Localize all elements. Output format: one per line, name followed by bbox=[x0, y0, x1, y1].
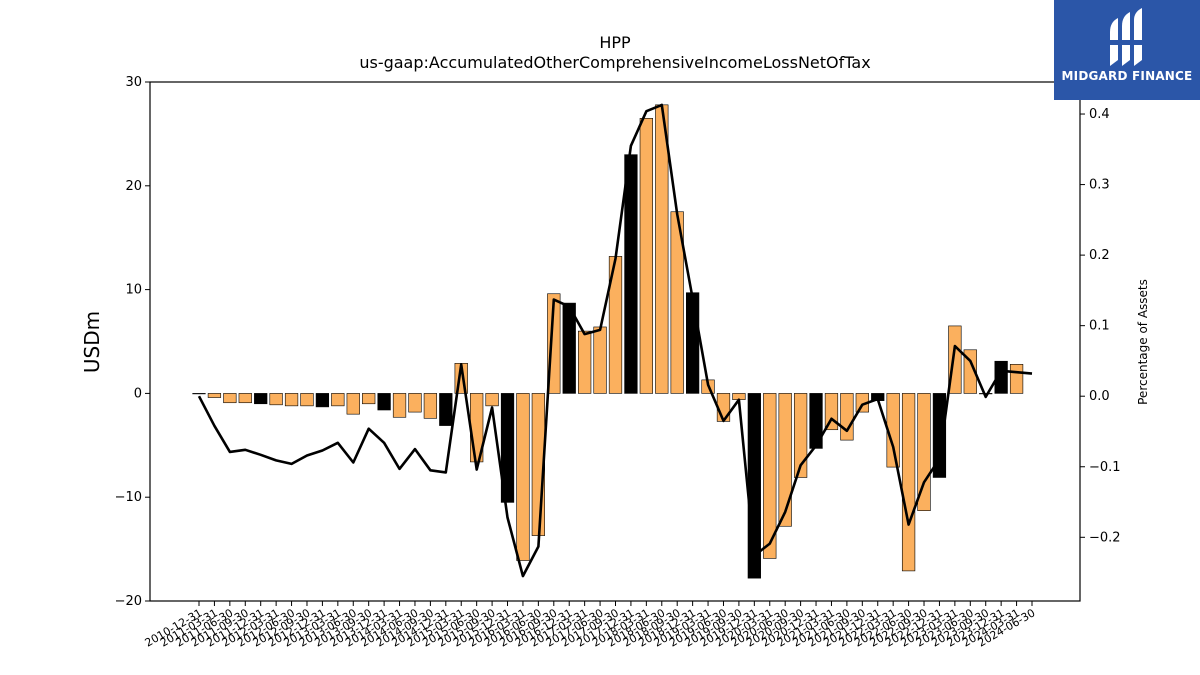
bar bbox=[300, 393, 314, 407]
y-tick-label: 20 bbox=[125, 179, 142, 194]
y-tick-label: 30 bbox=[125, 75, 142, 90]
bar bbox=[963, 349, 977, 394]
midgard-finance-logo: MIDGARD FINANCE bbox=[1054, 0, 1200, 100]
bar bbox=[516, 393, 530, 561]
y2-axis-ticks: −0.2 −0.1 0.0 0.1 0.2 0.3 0.4 bbox=[1080, 107, 1121, 545]
bar bbox=[254, 393, 268, 405]
bar bbox=[686, 292, 700, 394]
bar bbox=[269, 393, 283, 406]
bar bbox=[346, 393, 360, 415]
y2-tick-label: 0.4 bbox=[1089, 107, 1110, 122]
bar bbox=[624, 154, 638, 394]
bar bbox=[809, 393, 823, 449]
bar bbox=[392, 393, 407, 418]
bar bbox=[917, 393, 931, 511]
bar bbox=[377, 393, 391, 411]
bar bbox=[994, 360, 1008, 394]
y-axis-ticks: −20 −10 0 10 20 30 bbox=[115, 75, 150, 609]
bar bbox=[238, 393, 252, 404]
bar bbox=[362, 393, 376, 405]
bar bbox=[315, 393, 330, 408]
chart-subtitle: us-gaap:AccumulatedOtherComprehensiveInc… bbox=[359, 53, 870, 72]
bar bbox=[207, 393, 222, 398]
y-tick-label: −10 bbox=[115, 490, 142, 505]
bar bbox=[763, 393, 777, 559]
y2-tick-label: 0.2 bbox=[1089, 248, 1110, 263]
bar bbox=[423, 393, 438, 419]
y2-tick-label: 0.3 bbox=[1089, 178, 1110, 193]
x-axis-ticks: 2010-12-312011-03-312011-06-302011-09-30… bbox=[143, 601, 1038, 650]
chart-title: HPP bbox=[599, 33, 631, 52]
y-tick-label: 0 bbox=[134, 386, 142, 401]
midgard-logo-icon bbox=[1106, 8, 1146, 66]
bar bbox=[901, 393, 916, 572]
bar bbox=[500, 393, 515, 503]
bar bbox=[1009, 364, 1024, 394]
bar bbox=[192, 393, 206, 395]
bar bbox=[223, 393, 237, 404]
y-tick-label: −20 bbox=[115, 594, 142, 609]
percent-line bbox=[197, 103, 1033, 578]
y-tick-label: 10 bbox=[125, 283, 142, 298]
y2-tick-label: 0.1 bbox=[1089, 319, 1110, 334]
bar bbox=[284, 393, 299, 407]
y2-tick-label: −0.2 bbox=[1089, 530, 1121, 545]
bar bbox=[793, 393, 808, 478]
bar bbox=[439, 393, 453, 426]
bar bbox=[485, 393, 499, 407]
y2-tick-label: −0.1 bbox=[1089, 460, 1121, 475]
bar bbox=[778, 393, 792, 527]
bar bbox=[331, 393, 345, 407]
percent-line-series bbox=[197, 103, 1033, 578]
bar bbox=[932, 393, 947, 478]
bar bbox=[655, 104, 669, 394]
bar bbox=[408, 393, 422, 413]
y2-tick-label: 0.0 bbox=[1089, 389, 1110, 404]
bar-series bbox=[192, 104, 1024, 579]
bar bbox=[578, 330, 592, 394]
logo-text: MIDGARD FINANCE bbox=[1061, 69, 1193, 83]
bar bbox=[593, 326, 607, 394]
bar bbox=[639, 118, 653, 394]
y2-axis-label: Percentage of Assets bbox=[1136, 279, 1150, 405]
plot-frame bbox=[149, 81, 1081, 602]
y-axis-label: USDm bbox=[80, 311, 104, 373]
bar bbox=[840, 393, 854, 441]
bar bbox=[562, 302, 576, 394]
